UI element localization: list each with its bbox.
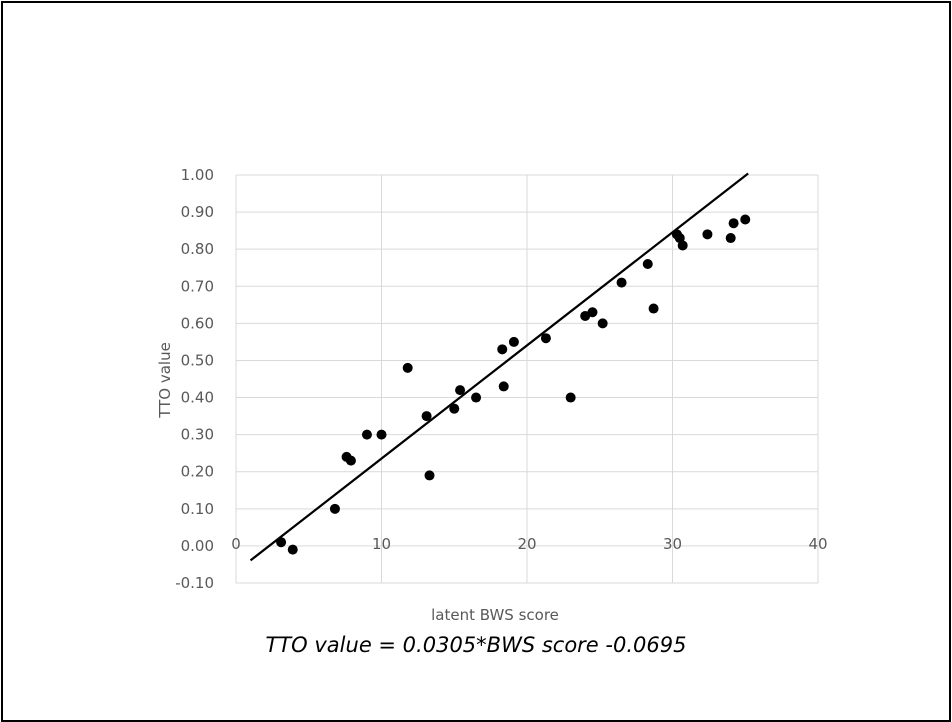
y-tick-label: 0.90 xyxy=(181,203,214,221)
data-point xyxy=(648,303,659,314)
y-tick-label: 0.30 xyxy=(181,426,214,444)
y-tick-label: 0.80 xyxy=(181,240,214,258)
grid-layer xyxy=(235,174,819,584)
data-point xyxy=(287,544,298,555)
x-tick-label: 40 xyxy=(808,535,827,553)
data-point xyxy=(471,392,482,403)
data-point xyxy=(497,344,508,355)
data-point xyxy=(587,307,598,318)
y-tick-label: -0.10 xyxy=(175,574,214,592)
data-point xyxy=(424,470,435,481)
x-tick-labels: 0 10 20 30 40 xyxy=(231,535,827,553)
data-point xyxy=(455,385,466,396)
data-point xyxy=(702,229,713,240)
data-point xyxy=(725,233,736,244)
y-tick-label: 1.00 xyxy=(181,166,214,184)
y-tick-label: 0.10 xyxy=(181,500,214,518)
y-tick-label: 0.50 xyxy=(181,351,214,369)
data-points xyxy=(276,214,751,555)
data-point xyxy=(449,403,460,414)
trendline xyxy=(249,172,749,562)
y-tick-labels: -0.10 0.00 0.10 0.20 0.30 0.40 0.50 0.60 0.70 0.8… xyxy=(175,166,214,592)
y-tick-label: 0.20 xyxy=(181,463,214,481)
data-point xyxy=(361,429,372,440)
y-tick-label: 0.40 xyxy=(181,389,214,407)
x-tick-label: 20 xyxy=(517,535,536,553)
regression-equation: TTO value = 0.0305*BWS score -0.0695 xyxy=(265,633,687,657)
x-axis-title: latent BWS score xyxy=(431,606,559,624)
data-point xyxy=(276,537,287,548)
data-point xyxy=(376,429,387,440)
data-point xyxy=(677,240,688,251)
data-point xyxy=(498,381,509,392)
y-tick-label: 0.60 xyxy=(181,314,214,332)
data-point xyxy=(508,336,519,347)
data-point xyxy=(642,259,653,270)
y-axis-title: TTO value xyxy=(156,342,174,419)
x-tick-label: 10 xyxy=(372,535,391,553)
data-point xyxy=(565,392,576,403)
data-point xyxy=(740,214,751,225)
data-point xyxy=(329,503,340,514)
x-tick-label: 30 xyxy=(663,535,682,553)
data-point xyxy=(540,333,551,344)
x-tick-label: 0 xyxy=(231,535,241,553)
data-point xyxy=(728,218,739,229)
data-point xyxy=(421,411,432,422)
data-point xyxy=(402,362,413,373)
y-tick-label: 0.00 xyxy=(181,537,214,555)
data-point xyxy=(345,455,356,466)
y-tick-label: 0.70 xyxy=(181,277,214,295)
data-point xyxy=(616,277,627,288)
data-point xyxy=(597,318,608,329)
